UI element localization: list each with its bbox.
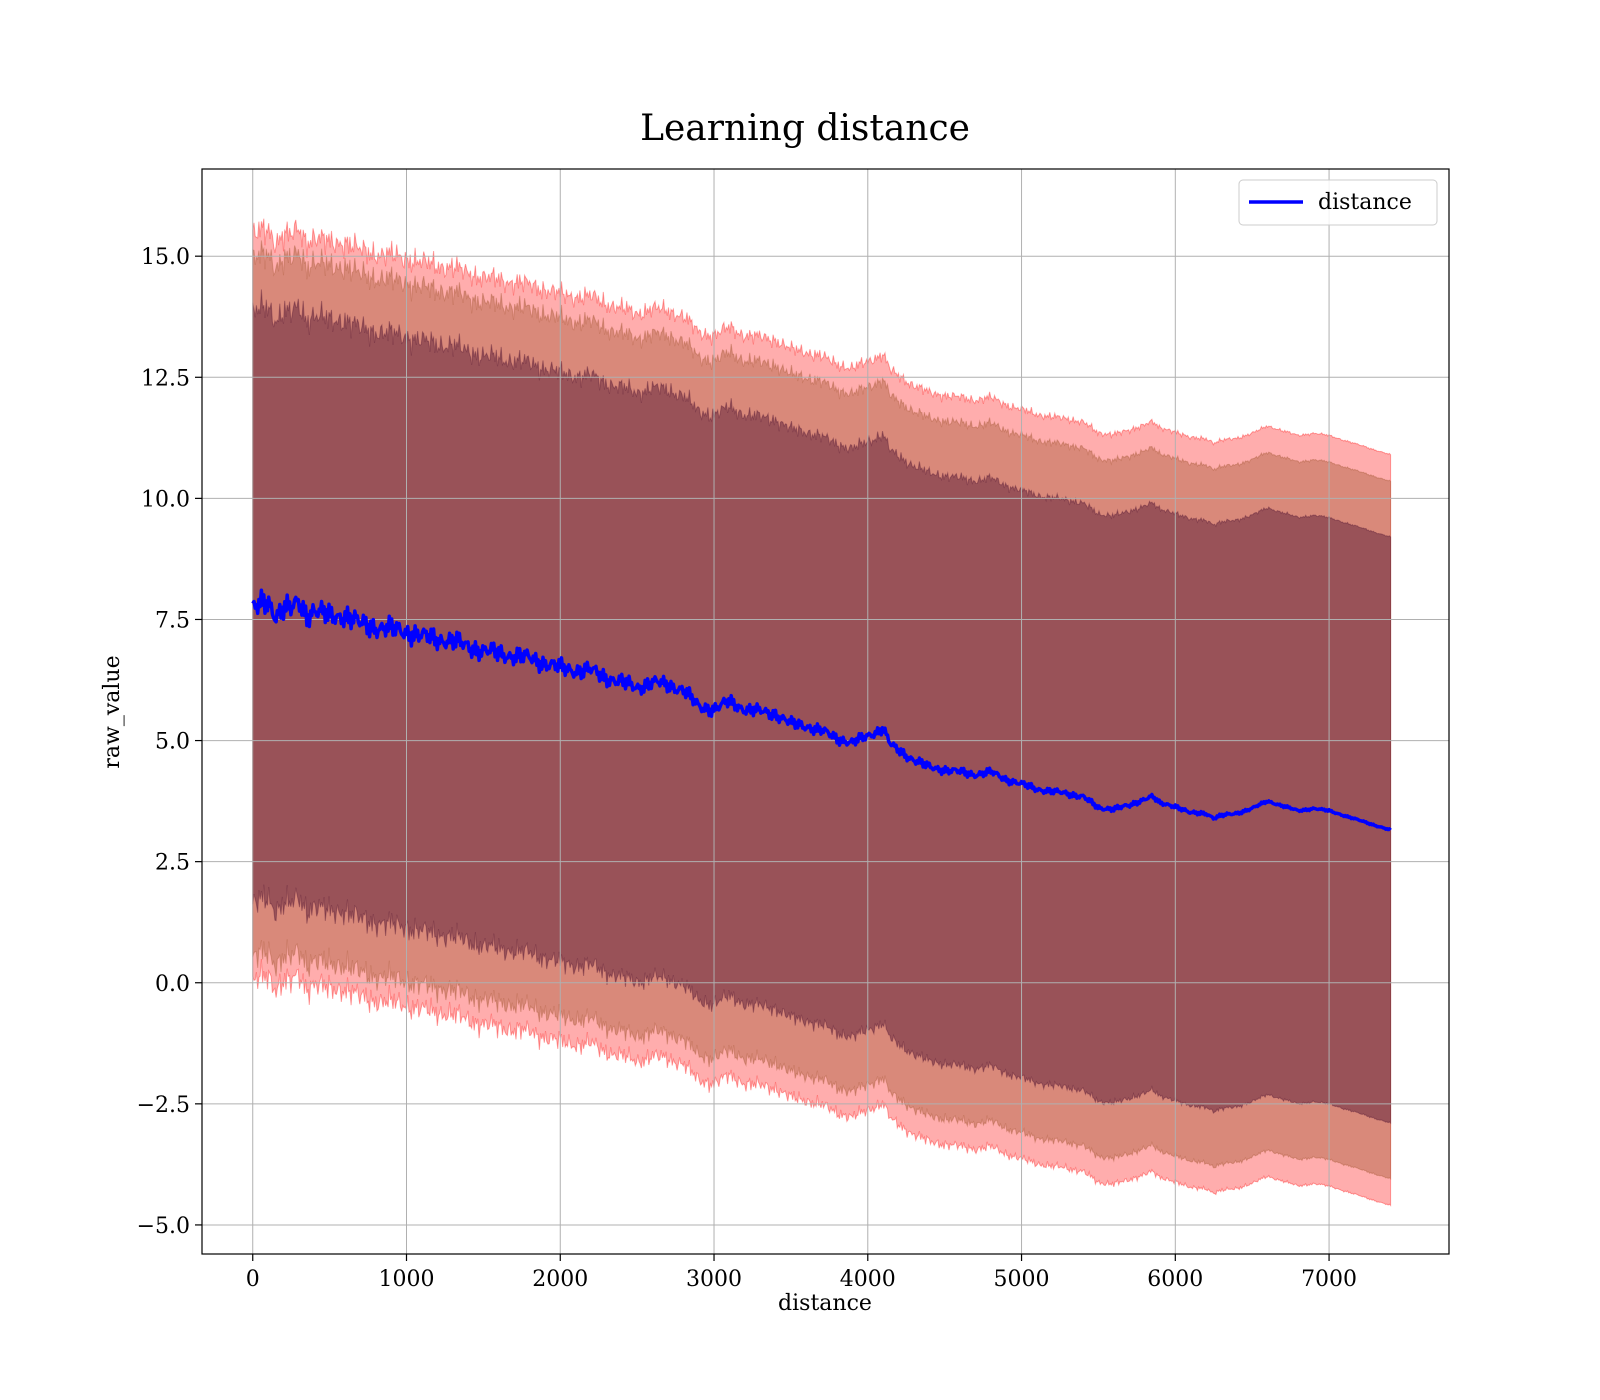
y-tick-label-3: 2.5	[155, 851, 190, 876]
y-tick-label-0: −5.0	[137, 1214, 190, 1239]
x-tick-label-4: 4000	[840, 1267, 896, 1292]
legend: distance	[1238, 179, 1438, 226]
y-tick-label-2: 0.0	[155, 972, 190, 997]
series-line-distance	[251, 588, 1392, 832]
x-tick-label-3: 3000	[686, 1267, 742, 1292]
band-middle	[252, 240, 1392, 1180]
confidence-bands	[252, 218, 1392, 1207]
x-tick-label-1: 1000	[379, 1267, 435, 1292]
x-tick-label-5: 5000	[994, 1267, 1050, 1292]
y-tick-label-5: 7.5	[155, 608, 190, 633]
x-axis-label: distance	[778, 1291, 872, 1316]
band-outer	[252, 218, 1392, 1207]
y-tick-label-7: 12.5	[141, 366, 190, 391]
x-tick-label-0: 0	[246, 1267, 260, 1292]
x-axis: 0 1000 2000 3000 4000 5000 6000 7000	[246, 1254, 1357, 1292]
legend-entry-distance: distance	[1318, 190, 1412, 215]
series-layer	[251, 588, 1392, 832]
y-tick-label-8: 15.0	[141, 245, 190, 270]
legend-box	[1238, 179, 1438, 226]
band-inner	[252, 289, 1392, 1125]
y-axis-label: raw_value	[100, 655, 125, 768]
y-tick-label-4: 5.0	[155, 730, 190, 755]
x-tick-label-7: 7000	[1301, 1267, 1357, 1292]
grid-lines	[202, 169, 1449, 1254]
x-tick-label-2: 2000	[532, 1267, 588, 1292]
x-tick-label-6: 6000	[1147, 1267, 1203, 1292]
plot-frame	[201, 168, 1450, 1255]
y-tick-label-1: −2.5	[137, 1093, 190, 1118]
y-tick-label-6: 10.0	[141, 487, 190, 512]
chart-title: Learning distance	[640, 108, 970, 149]
y-axis: −5.0 −2.5 0.0 2.5 5.0 7.5 10.0 12.5 15.0	[137, 245, 202, 1239]
